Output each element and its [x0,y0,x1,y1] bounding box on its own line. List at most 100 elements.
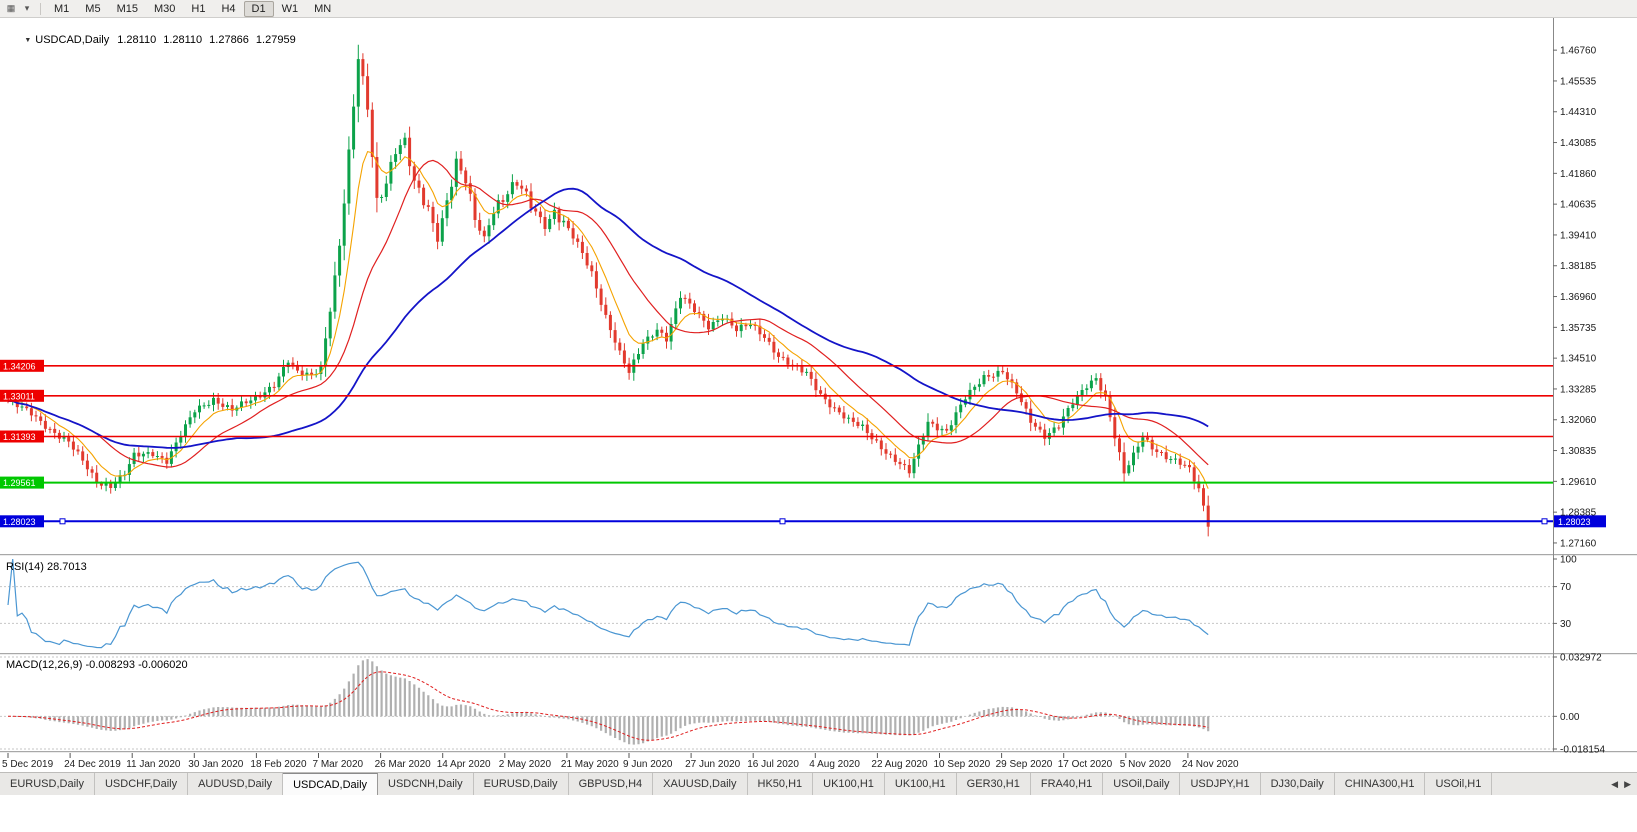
timeframe-button-m15[interactable]: M15 [116,2,138,15]
candle [408,137,412,167]
timeframe-button-w1[interactable]: W1 [281,2,299,15]
line-handle[interactable] [779,518,786,525]
candle [496,200,500,214]
candle [15,400,19,408]
date-tick-label: 4 Aug 2020 [809,759,860,770]
candle [81,451,85,461]
tab-scroll-left-icon[interactable]: ◀ [1611,778,1619,789]
candle [48,428,52,430]
candle [282,367,285,377]
timeframe-button-m30[interactable]: M30 [153,2,176,15]
chart-grid-icon[interactable]: ▦ [6,3,16,13]
hline-price-tag-label: 1.31393 [3,432,36,442]
chart-tab-xauusd-daily[interactable]: XAUUSD,Daily [653,773,748,795]
chart-tab-dj30-daily[interactable]: DJ30,Daily [1260,773,1335,795]
candle [935,423,939,431]
candle [608,314,612,331]
candle [20,406,24,408]
candle [889,453,893,455]
candle [398,145,402,154]
chart-tab-hk50-h1[interactable]: HK50,H1 [747,773,814,795]
candle [258,396,262,398]
candle [538,211,542,218]
candle [1183,464,1187,466]
chart-tab-usoil-h1[interactable]: USOil,H1 [1425,773,1493,795]
date-tick-label: 5 Dec 2019 [2,759,54,770]
timeframe-buttons: M1 M5 M15 M30 H1 H4 D1 W1 MN [46,0,339,17]
candle [478,220,482,231]
candle [39,416,43,421]
price-tick-label: 1.43085 [1560,138,1597,149]
candle [856,421,860,426]
timeframe-button-m5[interactable]: M5 [85,2,101,15]
candle [739,324,743,332]
candle [627,363,631,373]
chevron-down-icon[interactable]: ▾ [24,3,30,13]
chart-tab-usdjpy-h1[interactable]: USDJPY,H1 [1180,773,1261,795]
candle [772,341,776,353]
candle [1113,417,1117,439]
candle [786,357,790,365]
candle [132,452,136,464]
line-handle[interactable] [59,518,66,525]
candle [851,417,855,422]
chart-tab-usdcnh-daily[interactable]: USDCNH,Daily [378,773,474,795]
date-tick-label: 24 Nov 2020 [1182,759,1239,770]
timeframe-button-d1[interactable]: D1 [243,0,274,17]
chart-tab-gbpusd-h4[interactable]: GBPUSD,H4 [568,773,654,795]
chart-tab-usdchf-daily[interactable]: USDCHF,Daily [94,773,189,795]
date-tick-label: 30 Jan 2020 [188,759,243,770]
candle [1192,467,1196,482]
candle [277,376,281,388]
chart-tab-fra40-h1[interactable]: FRA40,H1 [1030,773,1104,795]
candle [417,180,421,188]
candle [819,390,823,394]
chart-tab-eurusd-daily[interactable]: EURUSD,Daily [473,773,569,795]
candle [1136,446,1140,453]
timeframe-button-h4[interactable]: H4 [221,2,236,15]
chart-tab-usdcad-daily[interactable]: USDCAD,Daily [283,773,379,795]
candle [207,404,211,406]
candle [1174,458,1177,460]
candle [646,336,650,344]
candle [501,200,505,202]
rsi-line [7,558,1209,649]
hline-price-tag [0,476,44,489]
candle [338,245,342,276]
candle [137,452,141,457]
hline-price-tag [0,430,44,443]
candle [599,288,603,305]
candle [160,456,164,458]
chart-tab-audusd-daily[interactable]: AUDUSD,Daily [188,773,284,795]
timeframe-button-m1[interactable]: M1 [54,2,70,15]
candle [758,325,762,335]
date-tick-label: 29 Sep 2020 [996,759,1053,770]
candle [459,158,463,171]
candle [272,386,276,388]
chart-tab-usoil-daily[interactable]: USOil,Daily [1103,773,1181,795]
timeframe-button-mn[interactable]: MN [314,2,332,15]
candle [71,441,75,450]
candle [520,185,524,189]
date-axis[interactable]: 5 Dec 2019 24 Dec 2019 11 Jan 2020 30 Jan 2… [2,753,1239,770]
line-handle[interactable] [1541,518,1548,525]
price-axis[interactable]: 1.46760 1.45535 1.44310 1.43085 1.41860 1.406… [1553,46,1597,550]
candle [188,417,192,425]
candle [903,464,907,466]
tab-scroll-right-icon[interactable]: ▶ [1624,778,1631,789]
chart-canvas[interactable]: 100 70 30 0.032972 0.00 -0.018154 1.34206 1.330… [0,18,1637,772]
chart-tab-uk100-h1[interactable]: UK100,H1 [813,773,885,795]
candle [151,452,155,457]
chart-tab-ger30-h1[interactable]: GER30,H1 [956,773,1031,795]
chart-tab-eurusd-daily[interactable]: EURUSD,Daily [0,773,95,795]
candle [842,412,846,419]
chart-tab-china300-h1[interactable]: CHINA300,H1 [1334,773,1426,795]
candle [968,389,972,400]
timeframe-button-h1[interactable]: H1 [191,2,206,15]
chart-tab-uk100-h1[interactable]: UK100,H1 [884,773,957,795]
candle [763,334,766,338]
macd-level-label: 0.032972 [1560,653,1602,664]
candle [90,469,94,473]
candle [1075,395,1079,405]
